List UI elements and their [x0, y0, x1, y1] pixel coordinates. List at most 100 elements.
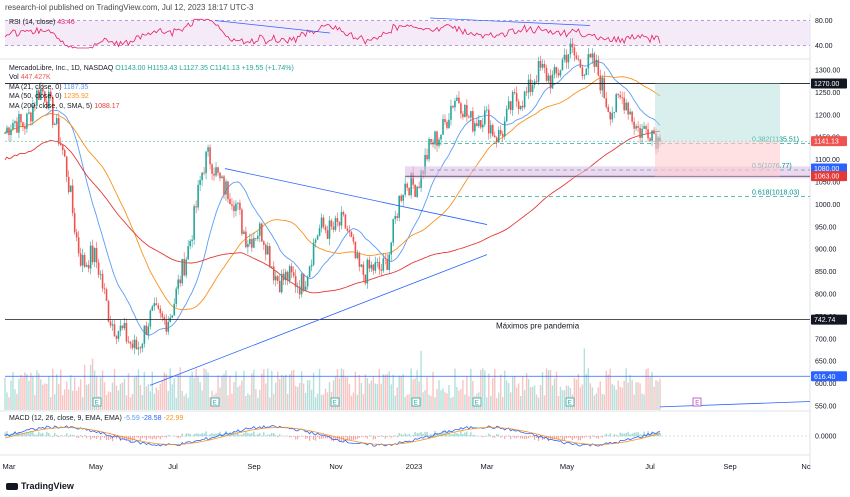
macd-histogram-bar [498, 434, 500, 437]
candle-body [348, 230, 351, 232]
macd-histogram-bar [209, 434, 211, 437]
volume-bar [416, 370, 418, 410]
rsi-legend: RSI (14, close) 43.46 [9, 19, 75, 26]
volume-bar [95, 376, 98, 410]
candle-body [410, 172, 412, 196]
volume-bar [422, 392, 424, 410]
macd-histogram-bar [601, 436, 603, 438]
candle-body [290, 266, 293, 273]
macd-histogram-bar [121, 436, 124, 440]
candle-body [523, 91, 526, 108]
candle-body [599, 75, 602, 91]
price-tag-label: 1141.13 [814, 139, 839, 146]
candle-body [125, 322, 128, 342]
macd-histogram-bar [161, 436, 163, 438]
macd-histogram-bar [452, 433, 454, 437]
volume-bar [613, 385, 615, 410]
candle-body [493, 135, 496, 138]
macd-histogram-bar [378, 436, 380, 438]
pandemic-label: Máximos pre pandemia [496, 322, 580, 331]
candle-body [454, 100, 456, 108]
macd-histogram-bar [559, 436, 562, 438]
volume-bar [525, 372, 528, 410]
macd-histogram-bar [520, 436, 522, 439]
volume-bar [488, 373, 490, 410]
candle-body [187, 246, 189, 260]
volume-bar [370, 380, 373, 410]
candle-body [484, 110, 486, 125]
volume-bar [504, 370, 506, 410]
volume-bar [655, 380, 657, 410]
macd-histogram-bar [605, 433, 607, 437]
volume-bar [410, 368, 412, 410]
volume-bar [484, 370, 486, 410]
price-axis-label: 650.00 [815, 359, 837, 366]
candle-body [257, 235, 259, 239]
macd-histogram-bar [482, 436, 484, 438]
candle-body [543, 63, 546, 68]
volume-bar [115, 385, 118, 410]
macd-histogram-bar [619, 432, 621, 437]
volume-bar [245, 395, 247, 410]
volume-bar [521, 376, 524, 410]
volume-bar [515, 387, 518, 410]
candle-body [545, 67, 548, 81]
rsi-axis-label: 40.00 [815, 43, 833, 50]
macd-histogram-bar [408, 433, 410, 437]
volume-bar [269, 397, 271, 410]
candle-body [101, 273, 104, 289]
volume-bar [583, 348, 586, 410]
volume-bar [263, 369, 265, 410]
macd-histogram-bar [615, 434, 617, 437]
volume-bar [117, 390, 120, 410]
candle-body [284, 271, 287, 281]
candle-body [268, 246, 271, 267]
macd-histogram-bar [625, 433, 627, 437]
candle-body [416, 186, 418, 197]
volume-bar [141, 394, 144, 410]
volume-bar [273, 393, 275, 410]
candle-body [330, 220, 333, 227]
volume-bar [169, 368, 171, 410]
price-axis-label: 550.00 [815, 404, 837, 411]
macd-histogram-bar [324, 436, 327, 439]
macd-histogram-bar [356, 436, 358, 440]
volume-bar [382, 374, 384, 410]
macd-histogram-bar [388, 435, 390, 437]
macd-histogram-bar [201, 433, 203, 437]
volume-bar [203, 368, 205, 410]
candle-body [320, 217, 323, 229]
candle-body [362, 264, 365, 275]
candle-body [247, 244, 249, 248]
candle-body [274, 276, 277, 281]
macd-histogram-bar [303, 436, 305, 437]
candle-body [424, 154, 426, 175]
volume-bar [454, 368, 456, 410]
candle-body [436, 131, 438, 146]
candle-body [448, 119, 450, 128]
volume-bar [452, 396, 454, 410]
volume-bar [446, 393, 448, 410]
macd-histogram-bar [599, 436, 601, 437]
volume-bar [294, 385, 297, 410]
macd-histogram-bar [8, 434, 10, 437]
volume-bar [179, 367, 181, 410]
macd-histogram-bar [334, 436, 337, 441]
macd-histogram-bar [362, 436, 364, 437]
volume-bar [408, 394, 410, 410]
earnings-icon: E [333, 401, 337, 407]
price-tag-label: 1080.00 [814, 166, 839, 173]
volume-bar [400, 376, 402, 410]
candle-body [93, 247, 96, 263]
volume-bar [64, 389, 66, 410]
volume-bar [394, 395, 396, 410]
volume-bar [62, 395, 64, 410]
macd-histogram-bar [203, 433, 205, 437]
macd-histogram-bar [643, 431, 645, 437]
volume-bar [133, 377, 136, 410]
candle-body [83, 254, 86, 267]
macd-histogram-bar [384, 436, 386, 439]
rsi-trendline [214, 20, 331, 34]
candle-body [631, 111, 633, 122]
volume-bar [137, 369, 140, 410]
